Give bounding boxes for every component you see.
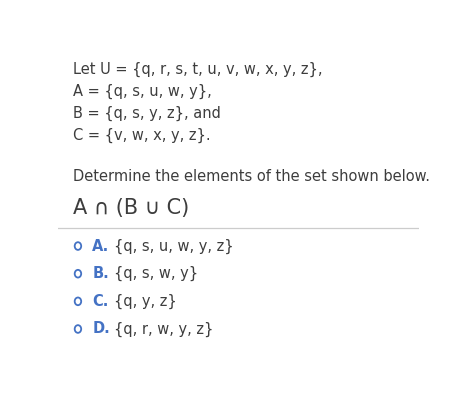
Text: B = {q, s, y, z}, and: B = {q, s, y, z}, and: [73, 106, 220, 121]
Text: A ∩ (B ∪ C): A ∩ (B ∪ C): [73, 198, 189, 218]
Text: {q, r, w, y, z}: {q, r, w, y, z}: [114, 321, 213, 337]
Text: Determine the elements of the set shown below.: Determine the elements of the set shown …: [73, 169, 430, 184]
Text: {q, s, u, w, y, z}: {q, s, u, w, y, z}: [114, 239, 233, 254]
Text: {q, s, w, y}: {q, s, w, y}: [114, 266, 198, 281]
Text: {q, y, z}: {q, y, z}: [114, 294, 177, 309]
Text: A.: A.: [93, 239, 110, 253]
Text: C = {v, w, x, y, z}.: C = {v, w, x, y, z}.: [73, 128, 210, 143]
Text: Let U = {q, r, s, t, u, v, w, x, y, z},: Let U = {q, r, s, t, u, v, w, x, y, z},: [73, 62, 322, 77]
Text: B.: B.: [93, 266, 109, 281]
Text: A = {q, s, u, w, y},: A = {q, s, u, w, y},: [73, 84, 211, 99]
Text: D.: D.: [93, 322, 110, 336]
Text: C.: C.: [93, 294, 109, 309]
